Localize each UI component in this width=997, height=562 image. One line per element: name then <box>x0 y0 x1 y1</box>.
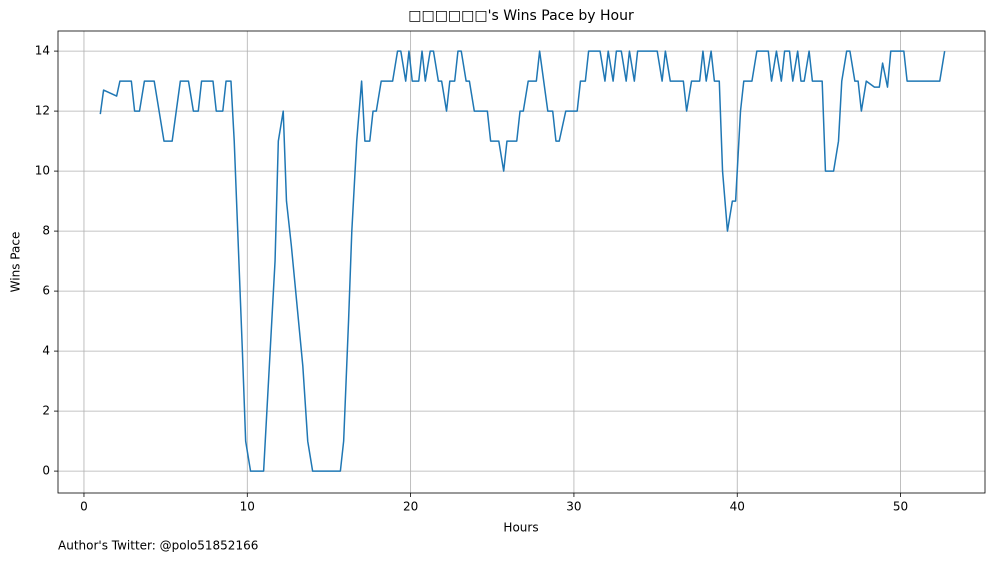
y-tick-label: 4 <box>42 344 50 358</box>
x-tick-label: 0 <box>80 500 88 514</box>
x-tick-label: 10 <box>240 500 255 514</box>
x-tick-label: 20 <box>403 500 418 514</box>
y-tick-label: 6 <box>42 284 50 298</box>
line-series <box>99 50 946 472</box>
x-axis-label: Hours <box>503 521 538 535</box>
chart-title: □□□□□□'s Wins Pace by Hour <box>408 8 634 24</box>
x-tick-label: 50 <box>893 500 908 514</box>
y-tick-label: 8 <box>42 224 50 238</box>
y-tick-label: 14 <box>35 44 50 58</box>
x-tick-label: 30 <box>566 500 581 514</box>
plot-frame <box>57 30 986 494</box>
y-tick-label: 12 <box>35 104 50 118</box>
footer: Author's Twitter: @polo51852166 <box>58 539 258 553</box>
x-tick-label: 40 <box>730 500 745 514</box>
y-tick-label: 10 <box>35 164 50 178</box>
y-tick-label: 0 <box>42 464 50 478</box>
y-tick-label: 2 <box>42 404 50 418</box>
y-axis-label: Wins Pace <box>9 232 23 293</box>
